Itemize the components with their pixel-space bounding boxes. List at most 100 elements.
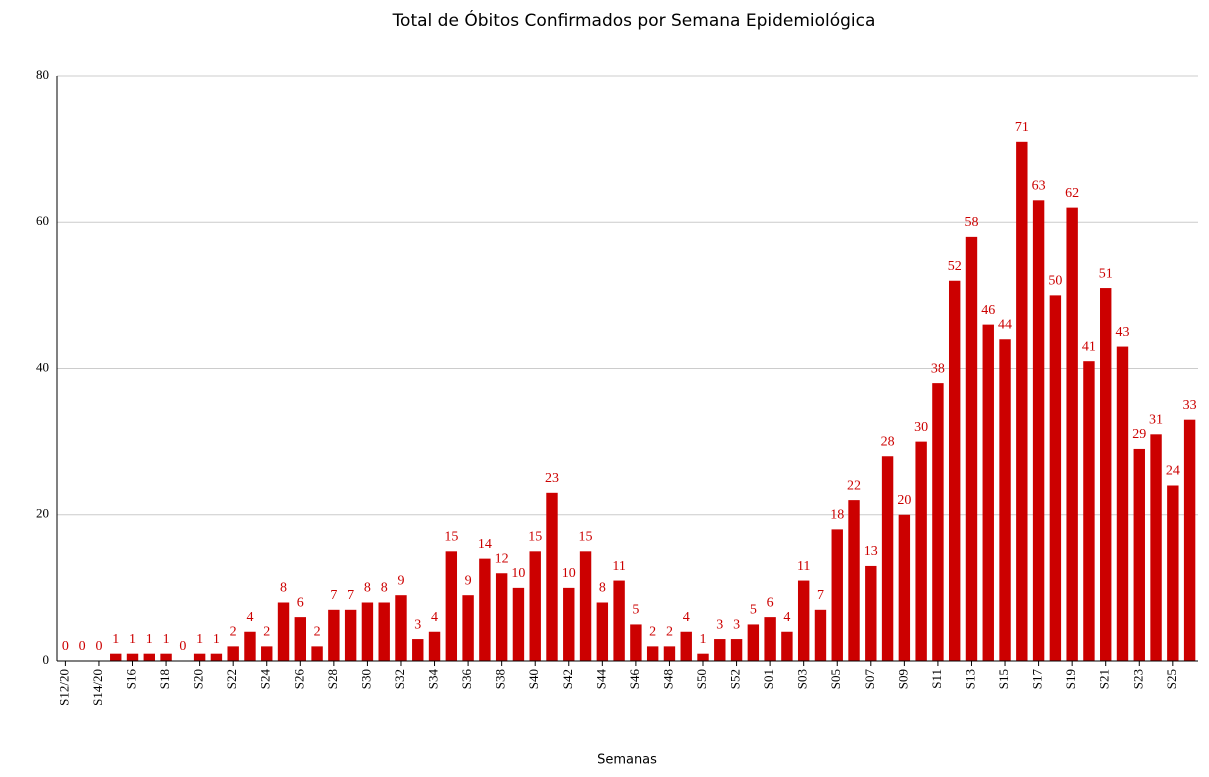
value-label: 41 (1082, 339, 1096, 354)
bar (1066, 207, 1078, 661)
value-label: 23 (545, 471, 559, 486)
bar (680, 631, 692, 661)
value-label: 1 (700, 632, 707, 647)
bar (714, 639, 726, 661)
value-label: 0 (62, 639, 69, 654)
value-label: 18 (830, 508, 844, 523)
x-tick-label: S15 (996, 669, 1011, 689)
y-tick-label: 40 (36, 359, 49, 374)
value-label: 13 (864, 544, 878, 559)
value-label: 0 (79, 639, 86, 654)
bar (663, 646, 676, 661)
value-label: 2 (314, 625, 321, 640)
value-label: 1 (213, 632, 220, 647)
value-label: 7 (347, 588, 354, 603)
bar (395, 595, 407, 661)
bar (881, 456, 894, 661)
x-tick-label: S19 (1063, 669, 1078, 689)
x-tick-label: S23 (1130, 669, 1145, 689)
value-label: 15 (579, 530, 593, 545)
bar (965, 236, 978, 661)
bar (1049, 295, 1062, 661)
x-tick-label: S14/20 (90, 669, 105, 706)
bar (1133, 448, 1145, 661)
value-label: 8 (280, 581, 287, 596)
value-label: 33 (1183, 398, 1197, 413)
value-label: 58 (964, 215, 978, 230)
value-label: 0 (179, 639, 186, 654)
value-label: 22 (847, 478, 861, 493)
bar (932, 383, 944, 661)
bar (277, 602, 290, 661)
value-label: 15 (444, 530, 458, 545)
bar (1083, 361, 1095, 661)
bar (848, 500, 860, 661)
x-tick-label: S42 (560, 669, 575, 689)
x-tick-label: S26 (291, 669, 306, 690)
value-label: 1 (146, 632, 153, 647)
bar (110, 653, 122, 661)
bar (412, 639, 424, 661)
value-label: 8 (599, 581, 606, 596)
bar (529, 551, 541, 661)
value-label: 9 (397, 573, 404, 588)
x-tick-label: S52 (728, 669, 743, 689)
y-tick-label: 60 (36, 213, 49, 228)
value-label: 31 (1149, 413, 1163, 428)
bar (445, 551, 458, 661)
x-tick-label: S48 (660, 669, 675, 689)
bar (1100, 288, 1112, 661)
value-label: 3 (733, 617, 740, 632)
x-tick-label: S22 (224, 669, 239, 689)
value-label: 1 (196, 632, 203, 647)
bar (646, 646, 659, 661)
value-label: 4 (246, 610, 253, 625)
bar (1032, 200, 1045, 661)
bar (781, 631, 793, 661)
x-tick-label: S50 (694, 669, 709, 689)
value-label: 44 (998, 317, 1012, 332)
x-tick-label: S13 (962, 669, 977, 689)
x-tick-label: S03 (795, 669, 810, 689)
x-tick-label: S17 (1030, 669, 1045, 690)
value-label: 20 (897, 493, 911, 508)
value-label: 38 (931, 361, 945, 376)
chart-title: Total de Óbitos Confirmados por Semana E… (392, 9, 876, 31)
bar (462, 595, 474, 661)
bar (378, 602, 390, 661)
value-label: 1 (129, 632, 136, 647)
y-tick-label: 0 (43, 652, 50, 667)
value-label: 24 (1166, 464, 1180, 479)
x-tick-label: S32 (392, 669, 407, 689)
x-tick-label: S07 (862, 669, 877, 690)
value-label: 8 (364, 581, 371, 596)
value-label: 51 (1099, 266, 1113, 281)
y-tick-label: 80 (36, 67, 49, 82)
bar (730, 639, 743, 661)
value-label: 28 (881, 434, 895, 449)
bar (512, 587, 525, 661)
x-tick-label: S20 (191, 669, 206, 689)
value-label: 5 (632, 603, 639, 618)
x-tick-label: S46 (627, 669, 642, 690)
value-label: 15 (528, 530, 542, 545)
value-label: 2 (263, 625, 270, 640)
value-label: 62 (1065, 186, 1079, 201)
bar (227, 646, 239, 661)
value-label: 2 (666, 625, 673, 640)
x-tick-label: S18 (157, 669, 172, 689)
value-label: 63 (1032, 179, 1046, 194)
bar (563, 587, 575, 661)
x-tick-label: S38 (493, 669, 508, 689)
bar (244, 631, 256, 661)
x-tick-label: S28 (325, 669, 340, 689)
value-label: 12 (495, 551, 509, 566)
bar (579, 551, 592, 661)
bar (630, 624, 642, 661)
bar (261, 646, 273, 661)
bar (596, 602, 609, 661)
bar (999, 339, 1011, 661)
bar (865, 565, 877, 661)
bar (344, 609, 357, 661)
value-label: 6 (297, 595, 304, 610)
